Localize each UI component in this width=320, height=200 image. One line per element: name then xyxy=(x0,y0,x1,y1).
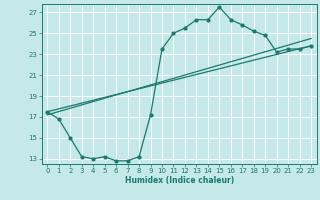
X-axis label: Humidex (Indice chaleur): Humidex (Indice chaleur) xyxy=(124,176,234,185)
